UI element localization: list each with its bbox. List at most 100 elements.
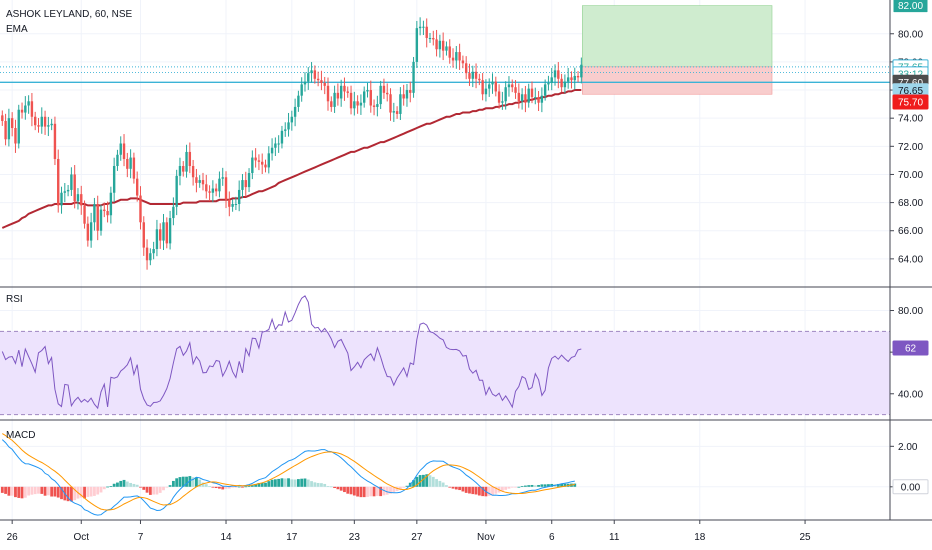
candle xyxy=(24,96,27,120)
macd-histogram-bar xyxy=(418,475,422,487)
macd-histogram-bar xyxy=(448,486,452,488)
macd-histogram-bar xyxy=(218,486,221,489)
candle xyxy=(418,17,422,36)
macd-histogram-bar xyxy=(405,485,409,487)
horizontal-levels xyxy=(0,66,890,84)
candle-body xyxy=(386,92,389,95)
candle xyxy=(547,75,550,91)
candle xyxy=(142,216,145,256)
candle xyxy=(293,98,297,127)
candle xyxy=(175,169,178,216)
macd-histogram-bar xyxy=(474,486,478,495)
target-zone xyxy=(582,5,773,68)
candle-body xyxy=(270,147,274,154)
candle xyxy=(488,78,491,97)
candle xyxy=(129,149,132,179)
candle xyxy=(313,65,317,84)
macd-histogram-bar xyxy=(20,486,24,499)
candle xyxy=(471,65,474,88)
candle-body xyxy=(399,94,402,114)
candle-body xyxy=(139,195,142,223)
macd-histogram-bar xyxy=(431,476,435,487)
candle xyxy=(353,91,356,116)
macd-histogram-bar xyxy=(66,486,70,502)
candle xyxy=(520,88,524,110)
candle-body xyxy=(438,40,442,50)
candle xyxy=(37,118,40,133)
price-tick-label: 80.00 xyxy=(898,29,923,40)
macd-histogram-bar xyxy=(379,486,383,497)
macd-histogram-bar xyxy=(385,486,389,495)
symbol-title: ASHOK LEYLAND, 60, NSE xyxy=(6,9,133,20)
candle xyxy=(89,212,93,248)
candles[interactable] xyxy=(1,17,583,270)
macd-histogram-bar xyxy=(507,486,511,489)
rsi-tick-label: 40.00 xyxy=(898,389,923,400)
macd-histogram-bar xyxy=(0,486,4,493)
signal-series xyxy=(2,433,575,511)
macd-histogram-bar xyxy=(204,484,208,487)
candle-body xyxy=(392,111,396,113)
candle-body xyxy=(514,87,517,93)
macd-histogram-bar xyxy=(283,478,287,487)
macd-histogram-bar xyxy=(250,485,254,487)
candle xyxy=(560,73,563,93)
candle-body xyxy=(284,129,287,131)
candle-body xyxy=(109,192,113,216)
candle xyxy=(534,87,537,105)
macd-histogram-bar xyxy=(139,486,142,488)
candle-body xyxy=(540,95,544,103)
candle-body xyxy=(412,61,415,93)
candle-body xyxy=(435,39,438,50)
candle xyxy=(244,171,247,197)
time-axis[interactable]: 26 Oct 7 14 17 23 27 Nov 6 11 18 25 xyxy=(7,520,811,543)
candle xyxy=(376,95,379,117)
candle xyxy=(145,239,149,270)
candle-body xyxy=(488,84,491,89)
candle-body xyxy=(106,211,109,216)
candle xyxy=(441,32,445,61)
candle xyxy=(543,79,547,101)
macd-histogram-bar xyxy=(290,479,294,487)
candle-body xyxy=(142,222,145,248)
candle xyxy=(182,161,185,177)
candle xyxy=(247,168,251,193)
macd-histogram-bar xyxy=(310,481,313,487)
candle xyxy=(201,172,205,191)
macd-histogram-bar xyxy=(398,486,402,490)
candle xyxy=(336,83,340,106)
candle-body xyxy=(511,84,514,88)
macd-histogram-bar xyxy=(422,474,425,487)
candle-body xyxy=(563,81,567,88)
macd-histogram-bar xyxy=(273,479,277,487)
candle xyxy=(267,146,270,174)
macd-histogram-bar xyxy=(445,485,448,487)
candle xyxy=(557,62,560,89)
macd-last-label-bg xyxy=(892,479,929,495)
rsi-legend: RSI xyxy=(6,294,23,305)
candle-body xyxy=(254,157,257,161)
macd-histogram-bar xyxy=(359,486,363,498)
macd-histogram-bar xyxy=(349,486,353,495)
macd-histogram-bar xyxy=(40,486,44,494)
candle-body xyxy=(4,120,7,140)
candle xyxy=(563,74,567,94)
candle xyxy=(86,216,90,247)
macd-histogram-bar xyxy=(181,476,185,487)
candle-body xyxy=(501,101,504,103)
candle-body xyxy=(504,87,507,102)
candle-body xyxy=(228,199,231,207)
time-tick-label: 6 xyxy=(549,532,555,543)
candle-body xyxy=(241,180,244,190)
macd-histogram-bar xyxy=(30,486,34,495)
candle-body xyxy=(425,26,428,38)
macd-histogram-bar xyxy=(300,478,304,487)
candle xyxy=(4,113,7,146)
candle-body xyxy=(336,92,340,99)
macd-histogram-bar xyxy=(168,485,172,487)
candle xyxy=(307,67,310,90)
candle xyxy=(290,110,294,131)
candle xyxy=(261,153,264,175)
candle xyxy=(527,83,530,108)
